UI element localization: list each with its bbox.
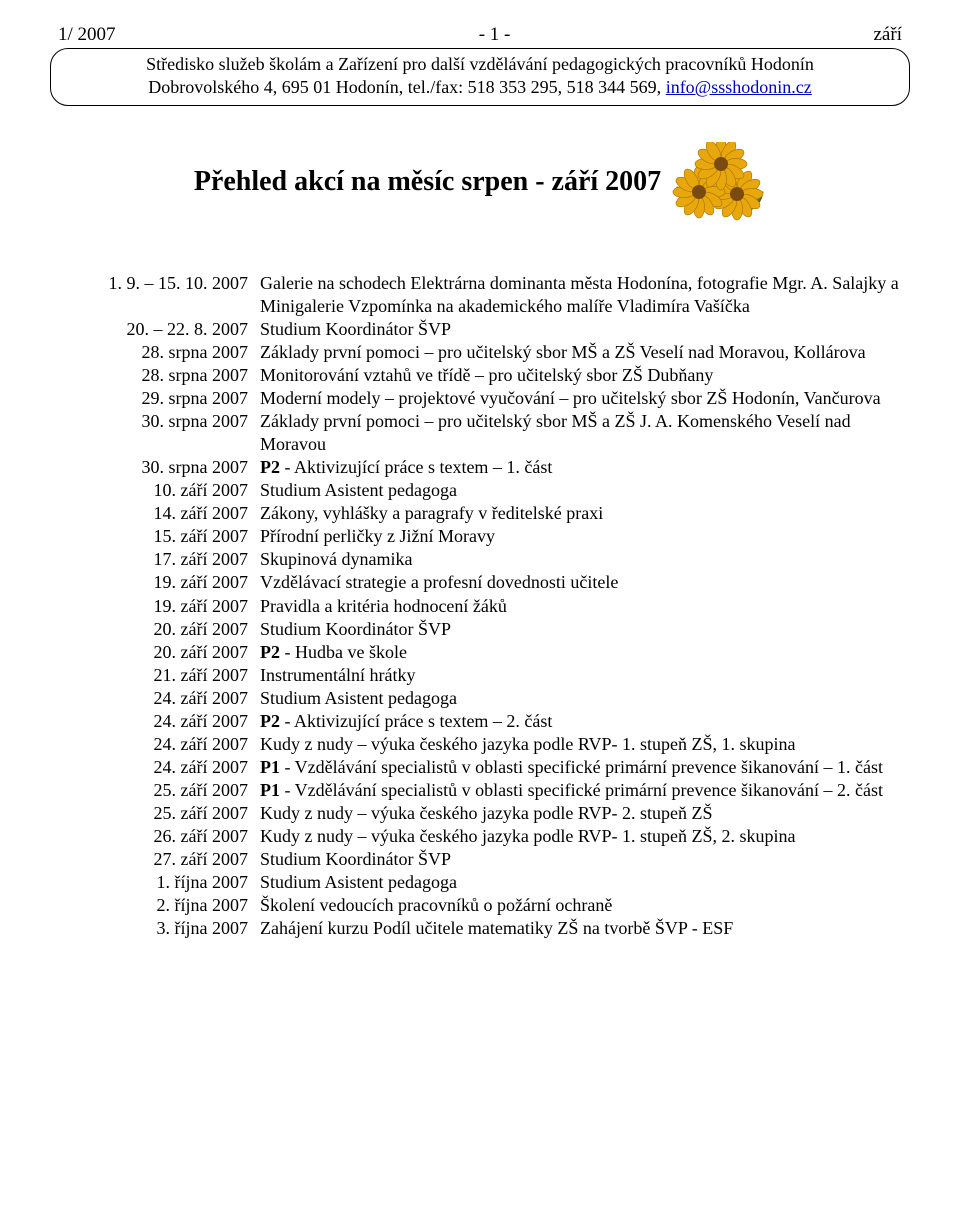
event-row: 28. srpna 2007Základy první pomoci – pro…: [50, 341, 910, 364]
event-description: Školení vedoucích pracovníků o požární o…: [260, 894, 910, 917]
event-row: 2. října 2007Školení vedoucích pracovník…: [50, 894, 910, 917]
event-description: Studium Asistent pedagoga: [260, 687, 910, 710]
page-header: 1/ 2007 - 1 - září: [50, 24, 910, 46]
event-date: 14. září 2007: [50, 502, 260, 525]
event-description: P1 - Vzdělávání specialistů v oblasti sp…: [260, 779, 910, 802]
event-row: 15. září 2007Přírodní perličky z Jižní M…: [50, 525, 910, 548]
event-date: 24. září 2007: [50, 756, 260, 779]
event-row: 26. září 2007Kudy z nudy – výuka českého…: [50, 825, 910, 848]
event-row: 29. srpna 2007Moderní modely – projektov…: [50, 387, 910, 410]
letterhead-line2: Dobrovolského 4, 695 01 Hodonín, tel./fa…: [65, 76, 895, 99]
event-date: 24. září 2007: [50, 687, 260, 710]
event-description: Studium Koordinátor ŠVP: [260, 318, 910, 341]
header-center: - 1 -: [479, 24, 511, 46]
event-date: 20. září 2007: [50, 641, 260, 664]
event-row: 20. září 2007Studium Koordinátor ŠVP: [50, 618, 910, 641]
event-date: 20. – 22. 8. 2007: [50, 318, 260, 341]
event-row: 24. září 2007P2 - Aktivizující práce s t…: [50, 710, 910, 733]
event-description: Studium Asistent pedagoga: [260, 479, 910, 502]
event-description: Kudy z nudy – výuka českého jazyka podle…: [260, 825, 910, 848]
event-date: 19. září 2007: [50, 595, 260, 618]
title-row: Přehled akcí na měsíc srpen - září 2007: [50, 142, 910, 222]
event-description: Monitorování vztahů ve třídě – pro učite…: [260, 364, 910, 387]
event-date: 10. září 2007: [50, 479, 260, 502]
event-row: 3. října 2007Zahájení kurzu Podíl učitel…: [50, 917, 910, 940]
event-description: Moderní modely – projektové vyučování – …: [260, 387, 910, 410]
event-list: 1. 9. – 15. 10. 2007Galerie na schodech …: [50, 272, 910, 940]
event-description: Instrumentální hrátky: [260, 664, 910, 687]
event-date: 1. října 2007: [50, 871, 260, 894]
event-row: 1. října 2007Studium Asistent pedagoga: [50, 871, 910, 894]
event-date: 24. září 2007: [50, 710, 260, 733]
event-date: 28. srpna 2007: [50, 364, 260, 387]
event-date: 21. září 2007: [50, 664, 260, 687]
event-description: Skupinová dynamika: [260, 548, 910, 571]
event-row: 1. 9. – 15. 10. 2007Galerie na schodech …: [50, 272, 910, 318]
event-description: Kudy z nudy – výuka českého jazyka podle…: [260, 802, 910, 825]
event-description: Galerie na schodech Elektrárna dominanta…: [260, 272, 910, 318]
event-row: 10. září 2007Studium Asistent pedagoga: [50, 479, 910, 502]
event-date: 28. srpna 2007: [50, 341, 260, 364]
event-description: Základy první pomoci – pro učitelský sbo…: [260, 410, 910, 456]
flower-icon: [671, 142, 766, 222]
event-row: 20. září 2007P2 - Hudba ve škole: [50, 641, 910, 664]
event-row: 24. září 2007Studium Asistent pedagoga: [50, 687, 910, 710]
event-date: 20. září 2007: [50, 618, 260, 641]
event-description: P1 - Vzdělávání specialistů v oblasti sp…: [260, 756, 910, 779]
event-date: 2. října 2007: [50, 894, 260, 917]
event-description: Zákony, vyhlášky a paragrafy v ředitelsk…: [260, 502, 910, 525]
event-date: 17. září 2007: [50, 548, 260, 571]
event-row: 25. září 2007Kudy z nudy – výuka českého…: [50, 802, 910, 825]
event-date: 27. září 2007: [50, 848, 260, 871]
event-description: Pravidla a kritéria hodnocení žáků: [260, 595, 910, 618]
event-description: P2 - Aktivizující práce s textem – 1. čá…: [260, 456, 910, 479]
event-row: 27. září 2007Studium Koordinátor ŠVP: [50, 848, 910, 871]
letterhead-email-link[interactable]: info@ssshodonin.cz: [666, 77, 812, 97]
event-row: 25. září 2007P1 - Vzdělávání specialistů…: [50, 779, 910, 802]
event-date: 25. září 2007: [50, 779, 260, 802]
event-row: 28. srpna 2007Monitorování vztahů ve tří…: [50, 364, 910, 387]
event-row: 20. – 22. 8. 2007Studium Koordinátor ŠVP: [50, 318, 910, 341]
page-title: Přehled akcí na měsíc srpen - září 2007: [194, 166, 661, 198]
event-description: Zahájení kurzu Podíl učitele matematiky …: [260, 917, 910, 940]
event-row: 30. srpna 2007Základy první pomoci – pro…: [50, 410, 910, 456]
event-row: 19. září 2007Pravidla a kritéria hodnoce…: [50, 595, 910, 618]
event-row: 21. září 2007Instrumentální hrátky: [50, 664, 910, 687]
event-description: P2 - Hudba ve škole: [260, 641, 910, 664]
event-description: Kudy z nudy – výuka českého jazyka podle…: [260, 733, 910, 756]
header-right: září: [874, 24, 902, 46]
letterhead-line1: Středisko služeb školám a Zařízení pro d…: [65, 53, 895, 76]
event-row: 24. září 2007Kudy z nudy – výuka českého…: [50, 733, 910, 756]
event-date: 30. srpna 2007: [50, 456, 260, 479]
event-row: 24. září 2007P1 - Vzdělávání specialistů…: [50, 756, 910, 779]
event-date: 29. srpna 2007: [50, 387, 260, 410]
event-description: Studium Koordinátor ŠVP: [260, 848, 910, 871]
letterhead-address: Dobrovolského 4, 695 01 Hodonín, tel./fa…: [148, 77, 665, 97]
event-row: 17. září 2007Skupinová dynamika: [50, 548, 910, 571]
event-row: 14. září 2007Zákony, vyhlášky a paragraf…: [50, 502, 910, 525]
event-date: 30. srpna 2007: [50, 410, 260, 433]
event-date: 15. září 2007: [50, 525, 260, 548]
event-description: P2 - Aktivizující práce s textem – 2. čá…: [260, 710, 910, 733]
event-description: Základy první pomoci – pro učitelský sbo…: [260, 341, 910, 364]
letterhead-box: Středisko služeb školám a Zařízení pro d…: [50, 48, 910, 106]
header-left: 1/ 2007: [58, 24, 116, 46]
event-description: Vzdělávací strategie a profesní dovednos…: [260, 571, 910, 594]
event-row: 30. srpna 2007P2 - Aktivizující práce s …: [50, 456, 910, 479]
event-date: 3. října 2007: [50, 917, 260, 940]
event-description: Přírodní perličky z Jižní Moravy: [260, 525, 910, 548]
event-row: 19. září 2007Vzdělávací strategie a prof…: [50, 571, 910, 594]
event-date: 26. září 2007: [50, 825, 260, 848]
event-date: 25. září 2007: [50, 802, 260, 825]
event-date: 1. 9. – 15. 10. 2007: [50, 272, 260, 295]
event-date: 24. září 2007: [50, 733, 260, 756]
event-description: Studium Koordinátor ŠVP: [260, 618, 910, 641]
event-date: 19. září 2007: [50, 571, 260, 594]
event-description: Studium Asistent pedagoga: [260, 871, 910, 894]
